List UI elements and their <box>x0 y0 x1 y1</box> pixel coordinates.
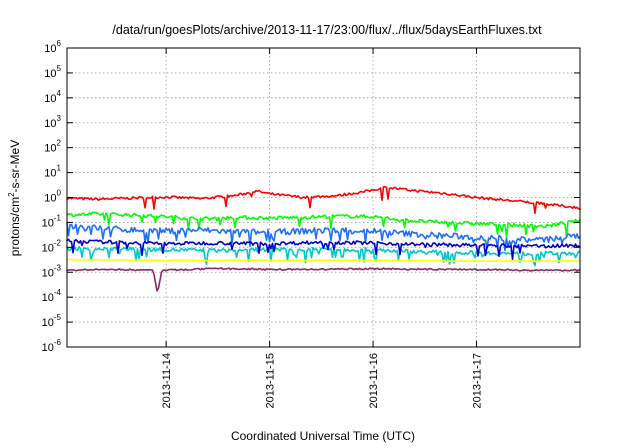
y-axis-label-base: protons/cm <box>8 197 22 256</box>
series-line-6 <box>66 258 581 263</box>
y-tick-exponent: 1 <box>57 164 62 173</box>
x-tick-label: 2013-11-17 <box>472 353 484 408</box>
series-line-2 <box>66 211 581 239</box>
y-tick-label: 10-2 <box>42 238 62 254</box>
y-axis-label-rest: -s-sr-MeV <box>8 140 22 193</box>
x-axis: 2013-11-14 2013-11-15 2013-11-16 2013-11-17 <box>161 48 484 408</box>
y-tick-label: 102 <box>44 139 61 155</box>
x-tick-label: 2013-11-15 <box>265 353 277 408</box>
chart-title: /data/run/goesPlots/archive/2013-11-17/2… <box>112 23 542 37</box>
y-tick-base: 10 <box>42 317 54 329</box>
x-tick-label: 2013-11-16 <box>368 353 380 408</box>
y-tick-exponent: 3 <box>57 114 62 123</box>
y-tick-exponent: -2 <box>54 238 62 247</box>
series-line-3 <box>66 221 581 252</box>
y-tick-base: 10 <box>42 217 54 229</box>
series-group <box>66 185 581 292</box>
y-axis-label-sup: 2 <box>7 192 16 197</box>
y-tick-label: 103 <box>44 114 61 130</box>
y-tick-base: 10 <box>42 267 54 279</box>
y-tick-base: 10 <box>44 143 56 155</box>
y-tick-exponent: 4 <box>57 89 62 98</box>
y-tick-base: 10 <box>44 168 56 180</box>
series-line-4 <box>66 245 581 267</box>
y-tick-base: 10 <box>44 193 56 205</box>
x-axis-label: Coordinated Universal Time (UTC) <box>231 429 415 443</box>
y-tick-exponent: -1 <box>54 213 62 222</box>
grid <box>67 48 580 347</box>
y-tick-base: 10 <box>44 118 56 130</box>
y-tick-label: 100 <box>44 189 61 205</box>
y-tick-exponent: 2 <box>57 139 62 148</box>
y-axis: 10-610-510-410-310-210-11001011021031041… <box>42 39 580 354</box>
y-tick-label: 106 <box>44 39 61 55</box>
y-tick-base: 10 <box>44 93 56 105</box>
y-tick-exponent: -6 <box>54 338 62 347</box>
y-tick-label: 10-4 <box>42 288 62 304</box>
y-tick-base: 10 <box>42 292 54 304</box>
y-tick-label: 10-3 <box>42 263 62 279</box>
y-tick-base: 10 <box>42 342 54 354</box>
series-line-5 <box>66 238 581 261</box>
y-tick-exponent: 0 <box>57 189 62 198</box>
y-tick-exponent: 6 <box>57 39 62 48</box>
y-tick-label: 10-5 <box>42 313 62 329</box>
y-axis-label: protons/cm2-s-sr-MeV <box>7 140 22 256</box>
y-tick-exponent: -4 <box>54 288 62 297</box>
x-tick-label: 2013-11-14 <box>161 353 173 408</box>
y-tick-base: 10 <box>44 68 56 80</box>
y-tick-exponent: -5 <box>54 313 62 322</box>
y-tick-exponent: -3 <box>54 263 62 272</box>
series-line-7 <box>66 267 581 292</box>
y-tick-label: 10-6 <box>42 338 62 354</box>
y-tick-base: 10 <box>42 242 54 254</box>
y-tick-exponent: 5 <box>57 64 62 73</box>
y-tick-base: 10 <box>44 43 56 55</box>
series-line-1 <box>66 185 581 214</box>
y-tick-label: 104 <box>44 89 61 105</box>
y-tick-label: 105 <box>44 64 61 80</box>
y-tick-label: 101 <box>44 164 61 180</box>
y-tick-label: 10-1 <box>42 213 62 229</box>
